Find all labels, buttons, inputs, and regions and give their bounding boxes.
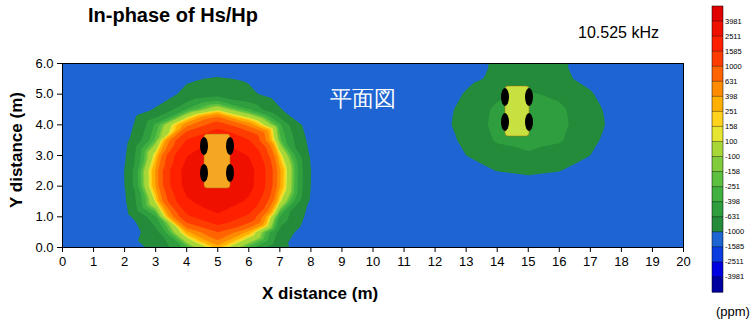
svg-text:3: 3	[152, 254, 159, 269]
svg-text:1000: 1000	[725, 62, 742, 71]
svg-text:5: 5	[214, 254, 221, 269]
svg-text:-1585: -1585	[725, 242, 744, 251]
svg-text:1: 1	[90, 254, 97, 269]
svg-text:2.0: 2.0	[35, 178, 53, 193]
html-text:Y distance (m): Y distance (m)	[7, 92, 26, 208]
html-text:X distance (m): X distance (m)	[262, 284, 379, 303]
svg-text:158: 158	[725, 122, 738, 131]
svg-text:6.0: 6.0	[35, 56, 53, 71]
svg-text:12: 12	[428, 254, 442, 269]
svg-text:-3981: -3981	[725, 272, 744, 281]
svg-text:-100: -100	[725, 152, 740, 161]
svg-text:14: 14	[490, 254, 504, 269]
svg-text:5.0: 5.0	[35, 86, 53, 101]
svg-text:9: 9	[338, 254, 345, 269]
html-text:(ppm): (ppm)	[716, 304, 750, 319]
svg-text:-2511: -2511	[725, 257, 744, 266]
svg-text:11: 11	[397, 254, 411, 269]
svg-text:2511: 2511	[725, 32, 741, 41]
svg-text:0: 0	[59, 254, 66, 269]
svg-text:2: 2	[121, 254, 128, 269]
svg-text:17: 17	[583, 254, 597, 269]
svg-text:6: 6	[245, 254, 252, 269]
html-text:10.525 kHz: 10.525 kHz	[578, 24, 659, 41]
svg-text:1.0: 1.0	[35, 209, 53, 224]
svg-text:100: 100	[725, 137, 738, 146]
svg-text:4: 4	[183, 254, 190, 269]
svg-text:251: 251	[725, 107, 738, 116]
svg-text:18: 18	[614, 254, 628, 269]
svg-text:-398: -398	[725, 197, 740, 206]
svg-text:3.0: 3.0	[35, 148, 53, 163]
svg-text:0.0: 0.0	[35, 240, 53, 255]
svg-text:3981: 3981	[725, 17, 742, 26]
svg-text:631: 631	[725, 77, 738, 86]
svg-text:-1000: -1000	[725, 227, 744, 236]
svg-text:-251: -251	[725, 182, 740, 191]
html-text:In-phase of Hs/Hp: In-phase of Hs/Hp	[88, 4, 258, 26]
svg-text:16: 16	[552, 254, 566, 269]
svg-text:398: 398	[725, 92, 738, 101]
svg-text:-158: -158	[725, 167, 740, 176]
svg-text:4.0: 4.0	[35, 117, 53, 132]
svg-text:19: 19	[645, 254, 659, 269]
svg-text:8: 8	[307, 254, 314, 269]
svg-text:15: 15	[521, 254, 535, 269]
svg-text:20: 20	[676, 254, 690, 269]
svg-text:7: 7	[276, 254, 283, 269]
svg-text:1585: 1585	[725, 47, 742, 56]
svg-text:10: 10	[366, 254, 380, 269]
html-text:平面図: 平面図	[330, 86, 396, 111]
svg-text:13: 13	[459, 254, 473, 269]
svg-text:-631: -631	[725, 212, 740, 221]
